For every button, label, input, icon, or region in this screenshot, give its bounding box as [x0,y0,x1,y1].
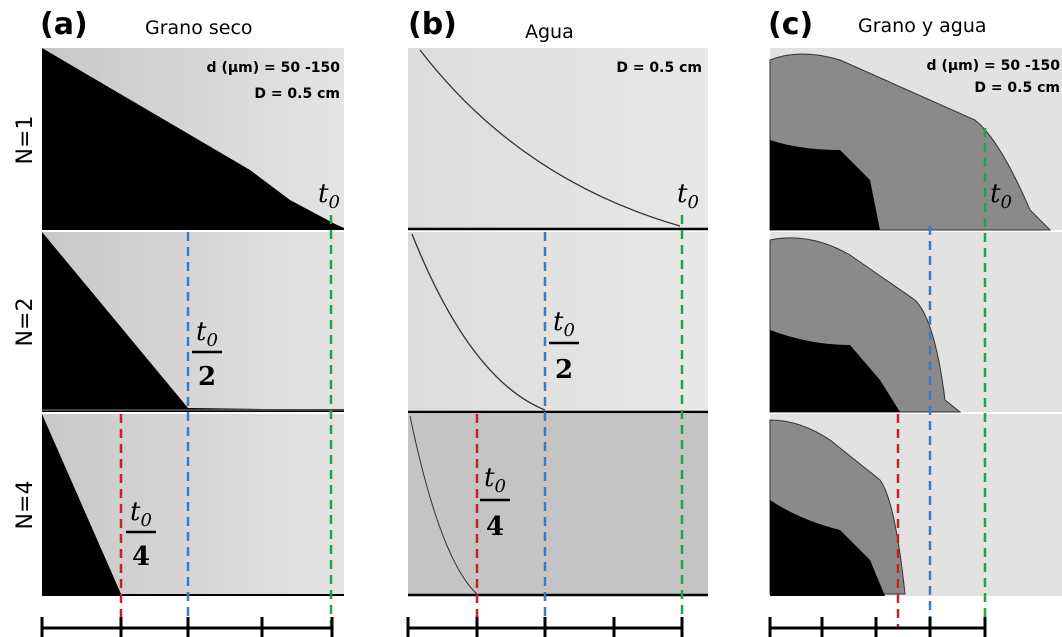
grain-pile [42,48,344,230]
denominator: 2 [198,362,216,392]
subscript: 0 [563,320,574,341]
image-row [408,414,708,596]
front-curve [411,233,546,411]
image-row [408,48,708,230]
symbol: t [677,179,688,209]
annotation: D = 0.5 cm [616,60,702,76]
panel-title: Agua [525,21,574,43]
subscript: 0 [206,330,217,351]
time-axes [40,617,987,637]
subscript: 0 [494,476,505,497]
annotation: d (µm) = 50 -150 [207,60,341,76]
symbol: t [196,317,207,347]
subscript: 0 [687,192,698,213]
panel-label: (b) [408,7,457,42]
time-label: t0 [484,463,506,497]
annotation: D = 0.5 cm [254,86,340,102]
time-label: t0 [130,497,152,531]
row-label: N=1 [13,116,38,165]
row-label: N=4 [13,481,38,530]
subscript: 0 [328,192,339,213]
panel-title: Grano y agua [858,15,987,37]
panel-label: (c) [768,7,813,42]
front-curve [409,415,478,595]
symbol: t [484,463,495,493]
symbol: t [318,179,329,209]
grain-pile [770,330,900,412]
symbol: t [130,497,141,527]
time-label: t0 [990,179,1012,213]
subscript: 0 [140,510,151,531]
annotation: d (µm) = 50 -150 [927,58,1061,74]
panel-title: Grano seco [145,17,253,39]
time-label: t0 [553,307,575,341]
row-label: N=2 [13,298,38,347]
denominator: 4 [132,542,150,572]
panel-c [769,48,1062,628]
time-label: t0 [677,179,699,213]
grain-pile [770,500,885,596]
subscript: 0 [1000,192,1011,213]
panel-a [42,48,344,628]
denominator: 2 [555,355,573,385]
symbol: t [990,179,1001,209]
grain-pile [42,232,344,412]
denominator: 4 [486,512,504,542]
time-label: t0 [318,179,340,213]
panel-label: (a) [40,7,88,42]
grain-pile [770,140,880,230]
front-curve [419,49,681,227]
time-label: t0 [196,317,218,351]
image-row [408,232,708,412]
annotation: D = 0.5 cm [974,80,1060,96]
panel-b [408,48,708,628]
grain-pile [42,414,344,596]
symbol: t [553,307,564,337]
